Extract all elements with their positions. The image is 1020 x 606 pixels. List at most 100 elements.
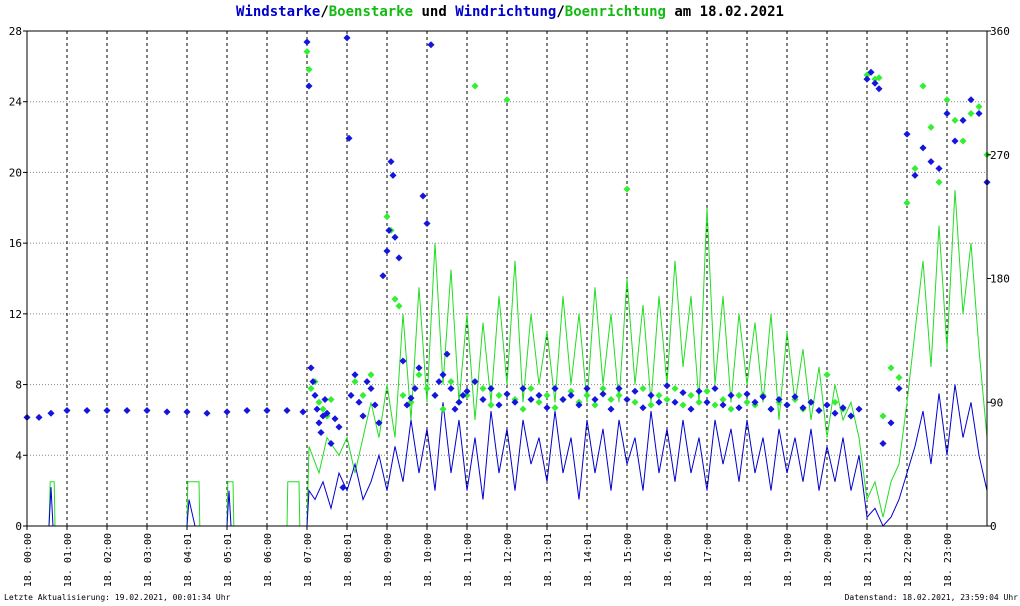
series-point-boenrichtung [607, 395, 615, 404]
series-point-boenrichtung [359, 391, 367, 399]
series-point-windrichtung [359, 412, 367, 420]
series-point-windrichtung [47, 409, 55, 417]
series-point-windrichtung [455, 398, 463, 406]
series-point-boenrichtung [307, 384, 315, 393]
title-windrichtung: Windrichtung [455, 4, 557, 20]
series-point-windrichtung [575, 401, 583, 409]
series-point-windrichtung [935, 164, 943, 173]
series-point-windrichtung [471, 378, 479, 386]
axes: 0 4 8 12 16 20 24 28 0 90 180 270 360 18. 00:00 18. 01… [9, 25, 1010, 587]
y-left-tick-label: 4 [15, 449, 22, 462]
x-tick-label: 18. 08:01 [343, 533, 354, 587]
x-tick-label: 18. 19:00 [783, 533, 794, 587]
series-point-windrichtung [345, 134, 353, 142]
series-point-windrichtung [791, 393, 799, 401]
series-point-windrichtung [35, 413, 43, 421]
series-point-windrichtung [479, 395, 487, 404]
series-point-boenrichtung [879, 412, 887, 420]
series-point-windrichtung [419, 192, 427, 200]
series-point-windrichtung [389, 171, 397, 179]
series-point-boenrichtung [519, 405, 527, 413]
series-point-boenrichtung [743, 398, 751, 406]
series-point-windrichtung [607, 405, 615, 413]
series-point-windrichtung [309, 378, 317, 386]
series-point-windrichtung [511, 398, 519, 406]
y-right-tick-label: 270 [990, 149, 1010, 162]
series-point-windrichtung [847, 412, 855, 420]
title-boenstarke: Boenstarke [328, 4, 414, 20]
series-point-windrichtung [919, 144, 927, 152]
series-point-windrichtung [703, 398, 711, 406]
series-point-windrichtung [695, 387, 703, 395]
series-point-boenrichtung [383, 213, 391, 221]
series-point-windrichtung [655, 398, 663, 406]
x-tick-label: 18. 12:00 [503, 533, 514, 587]
series-point-windrichtung [435, 378, 443, 386]
series-point-windrichtung [243, 406, 251, 415]
series-point-windrichtung [317, 428, 325, 437]
series-point-windrichtung [443, 350, 451, 358]
series-point-boenrichtung [895, 373, 903, 382]
series-point-windrichtung [307, 364, 315, 372]
series-point-boenrichtung [639, 384, 647, 393]
chart-title: Windstarke/Boenstarke und Windrichtung/B… [0, 4, 1020, 20]
y-left-tick-label: 28 [9, 25, 22, 38]
series-point-windrichtung [583, 384, 591, 393]
series-point-windrichtung [559, 395, 567, 404]
series-point-boenrichtung [395, 302, 403, 310]
x-tick-label: 18. 05:01 [223, 533, 234, 587]
x-tick-label: 18. 01:00 [63, 533, 74, 587]
series-point-windrichtung [223, 408, 231, 416]
series-point-boenrichtung [535, 398, 543, 406]
series-point-boenrichtung [967, 109, 975, 118]
series-point-windrichtung [671, 398, 679, 406]
plot-frame [26, 30, 988, 527]
series-point-boenrichtung [703, 387, 711, 395]
series-point-windrichtung [83, 406, 91, 415]
series-point-windrichtung [439, 371, 447, 379]
series-point-boenrichtung [943, 96, 951, 104]
series-point-windrichtung [355, 398, 363, 406]
series-point-boenrichtung [831, 398, 839, 406]
x-tick-label: 18. 21:00 [863, 533, 874, 587]
series-point-windrichtung [687, 405, 695, 413]
series-point-windrichtung [263, 406, 271, 415]
series-point-windrichtung [427, 41, 435, 49]
series-point-windrichtung [385, 226, 393, 234]
x-tick-label: 18. 04:01 [183, 533, 194, 587]
series-point-windrichtung [927, 158, 935, 166]
series-point-boenrichtung [927, 123, 935, 131]
series-point-windrichtung [399, 357, 407, 365]
series-point-windrichtung [495, 401, 503, 409]
series-point-windrichtung [123, 406, 131, 415]
series-point-windrichtung [759, 393, 767, 401]
series-point-windrichtung [459, 391, 467, 399]
series-point-windrichtung [347, 391, 355, 399]
series-point-boenrichtung [687, 391, 695, 399]
series-point-windrichtung [335, 423, 343, 431]
series-point-windrichtung [527, 395, 535, 404]
series-point-boenrichtung [663, 395, 671, 404]
series-point-windrichtung [379, 272, 387, 280]
y-left-tick-label: 12 [9, 308, 22, 321]
series-point-boenrichtung [479, 384, 487, 393]
series-point-boenrichtung [711, 401, 719, 409]
series-point-windrichtung [431, 391, 439, 399]
title-sep2: / [556, 4, 565, 20]
series-point-boenrichtung [903, 199, 911, 207]
series-point-boenrichtung [975, 103, 983, 111]
series-point-windrichtung [395, 254, 403, 262]
series-point-boenrichtung [583, 391, 591, 399]
series-point-windrichtung [743, 390, 751, 398]
series-point-windrichtung [463, 387, 471, 395]
series-point-windrichtung [339, 483, 347, 492]
x-tick-label: 18. 20:00 [823, 533, 834, 587]
series-point-boenrichtung [647, 401, 655, 409]
series-point-windrichtung [783, 401, 791, 409]
series-point-windrichtung [503, 390, 511, 398]
series-point-boenrichtung [351, 378, 359, 386]
grid [27, 30, 987, 526]
series-point-windrichtung [831, 409, 839, 417]
series-point-windrichtung [679, 389, 687, 397]
footer-data-state: Datenstand: 18.02.2021, 23:59:04 Uhr [844, 593, 1018, 602]
